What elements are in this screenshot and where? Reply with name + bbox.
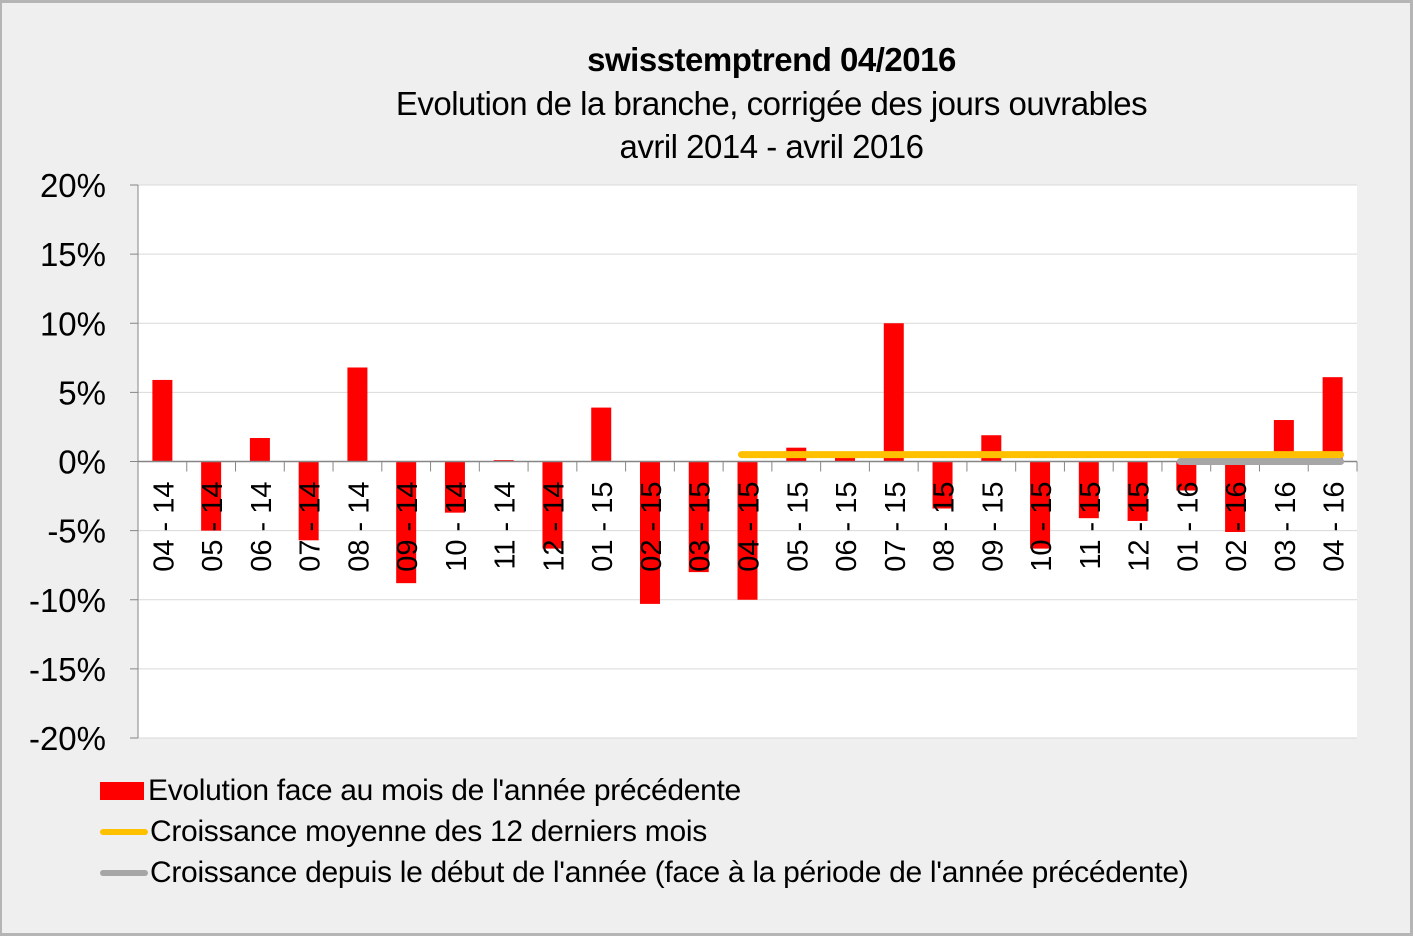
bar	[639, 461, 660, 604]
bar	[152, 379, 173, 462]
bar-series	[152, 323, 1343, 604]
x-tick-label: 09 - 14	[392, 482, 424, 572]
y-tick-label: -20%	[29, 720, 106, 757]
bar	[737, 461, 758, 600]
x-tick-label: 12 - 14	[538, 482, 570, 572]
x-tick-label: 07 - 14	[295, 482, 327, 572]
legend-label: Croissance depuis le début de l'année (f…	[150, 855, 1189, 889]
y-tick-label: 0%	[58, 444, 106, 481]
x-tick-label: 02 - 16	[1221, 482, 1253, 572]
bar	[396, 461, 417, 584]
x-tick-label: 10 - 14	[441, 482, 473, 572]
x-tick-label: 01 - 16	[1172, 482, 1204, 572]
x-tick-label: 11 - 15	[1075, 482, 1107, 570]
legend-item-avg12: Croissance moyenne des 12 derniers mois	[100, 811, 1189, 852]
bar	[347, 367, 368, 462]
y-tick-label: 5%	[58, 374, 106, 411]
legend-item-monthly: Evolution face au mois de l'année précéd…	[100, 770, 1189, 811]
bar	[542, 461, 563, 549]
x-tick-label: 06 - 15	[831, 482, 863, 572]
y-tick-label: -15%	[29, 651, 106, 688]
x-tick-label: 08 - 15	[929, 482, 961, 572]
legend-swatch-line-icon	[100, 828, 148, 835]
x-tick-label: 05 - 14	[197, 482, 229, 572]
bar	[249, 437, 270, 462]
x-tick-label: 10 - 15	[1026, 482, 1058, 572]
bar	[932, 461, 953, 509]
legend-swatch-line-icon	[100, 869, 148, 876]
bar	[883, 323, 904, 462]
legend-label: Evolution face au mois de l'année précéd…	[148, 773, 741, 807]
x-axis: 04 - 14 05 - 14 06 - 14 07 - 14 08 - 14 09 - …	[137, 460, 1358, 572]
x-tick-label: 03 - 15	[685, 482, 717, 572]
x-tick-label: 11 - 14	[490, 482, 522, 570]
y-axis: 20% 15% 10% 5% 0% -5% -10% -15% -20%	[29, 167, 139, 757]
bar	[835, 455, 856, 462]
y-tick-label: -10%	[29, 582, 106, 619]
chart-title-block: swisstemptrend 04/2016 Evolution de la b…	[0, 38, 1413, 168]
bar	[1176, 461, 1197, 491]
bar	[688, 461, 709, 573]
x-tick-label: 02 - 15	[636, 482, 668, 572]
bar	[1127, 461, 1148, 521]
x-tick-label: 04 - 16	[1319, 482, 1351, 572]
x-tick-label: 09 - 15	[977, 482, 1009, 572]
x-tick-label: 06 - 14	[246, 482, 278, 572]
legend: Evolution face au mois de l'année précéd…	[100, 770, 1189, 893]
y-tick-label: 15%	[40, 236, 106, 273]
bar	[1030, 461, 1051, 549]
x-tick-label: 01 - 15	[587, 482, 619, 572]
bar	[591, 407, 612, 462]
y-tick-label: 10%	[40, 305, 106, 342]
bar	[1322, 377, 1343, 462]
bar	[201, 461, 222, 531]
x-tick-label: 04 - 14	[148, 482, 180, 572]
x-tick-label: 04 - 15	[734, 482, 766, 572]
bar	[1078, 461, 1099, 519]
bar	[1225, 461, 1246, 533]
legend-item-ytd: Croissance depuis le début de l'année (f…	[100, 852, 1189, 893]
x-tick-label: 05 - 15	[782, 482, 814, 572]
x-tick-label: 07 - 15	[880, 482, 912, 572]
y-tick-label: 20%	[40, 167, 106, 204]
x-tick-label: 12 - 15	[1124, 482, 1156, 572]
legend-swatch-bar-icon	[100, 781, 144, 800]
x-tick-label: 03 - 16	[1270, 482, 1302, 572]
x-tick-label: 08 - 14	[343, 482, 375, 572]
y-tick-label: -5%	[47, 513, 106, 550]
legend-label: Croissance moyenne des 12 derniers mois	[150, 814, 707, 848]
bar	[444, 461, 465, 513]
bar	[298, 461, 319, 541]
chart-period: avril 2014 - avril 2016	[619, 128, 925, 165]
line-series	[738, 451, 1345, 465]
chart-subtitle: Evolution de la branche, corrigée des jo…	[395, 85, 1148, 122]
chart-title: swisstemptrend 04/2016	[587, 41, 956, 78]
